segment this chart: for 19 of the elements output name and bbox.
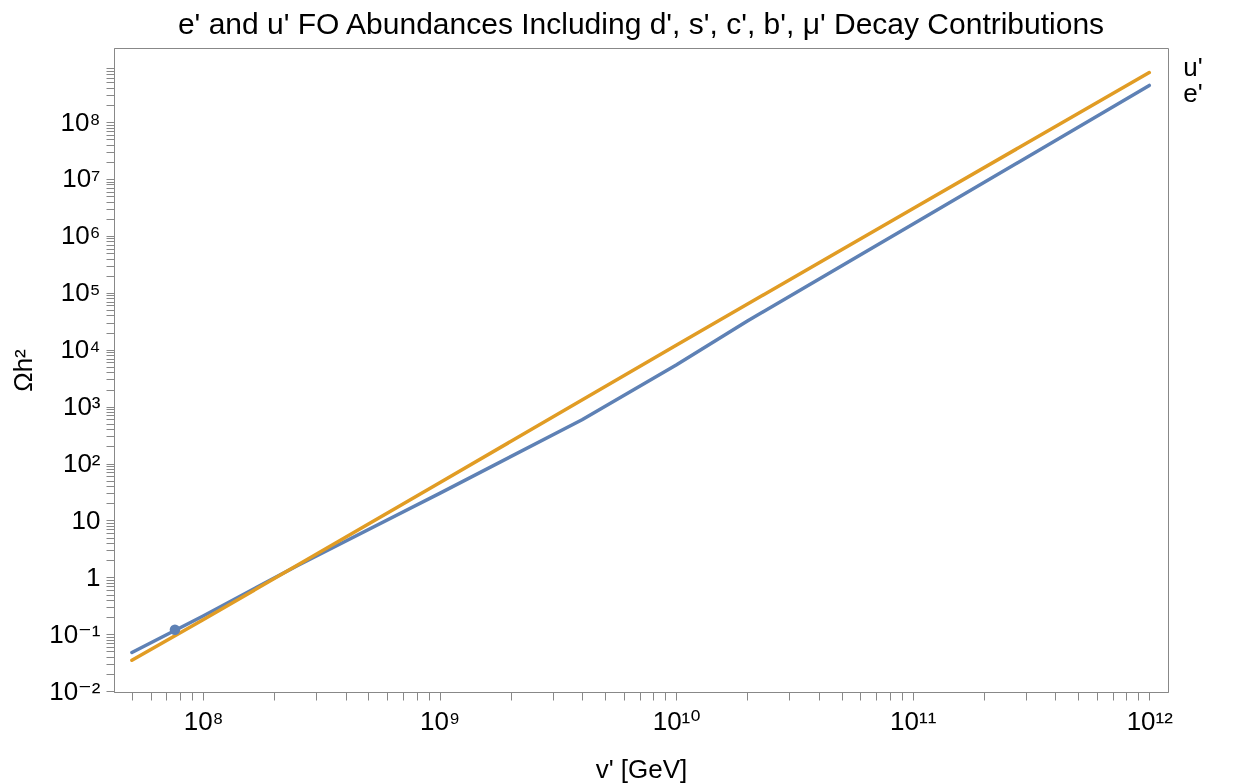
- y-tick-label: 10: [71, 504, 101, 535]
- y-tick-label: 10⁵: [60, 277, 101, 308]
- y-tick-label: 10⁸: [60, 106, 101, 137]
- y-tick-label: 10⁻¹: [49, 618, 101, 649]
- chart-title: e' and u' FO Abundances Including d', s', c', b', μ' Decay Contributions: [177, 7, 1105, 40]
- y-tick-label: 10⁻²: [49, 675, 101, 706]
- x-axis-title: v' [GeV]: [595, 753, 688, 784]
- y-tick-label: 10⁶: [60, 220, 101, 251]
- x-tick-label: 10⁸: [183, 705, 224, 736]
- y-tick-label: 10⁷: [62, 163, 101, 194]
- x-tick-label: 10⁹: [420, 705, 461, 736]
- y-tick-label: 10⁴: [60, 334, 101, 365]
- x-tick-label: 10¹²: [1126, 705, 1174, 736]
- y-tick-label: 10³: [62, 391, 101, 422]
- x-tick-label: 10¹⁰: [652, 705, 701, 736]
- x-tick-label: 10¹¹: [890, 705, 937, 736]
- y-axis-title: Ωh²: [8, 348, 39, 392]
- y-tick-label: 1: [86, 561, 101, 592]
- y-tick-label: 10²: [62, 448, 101, 479]
